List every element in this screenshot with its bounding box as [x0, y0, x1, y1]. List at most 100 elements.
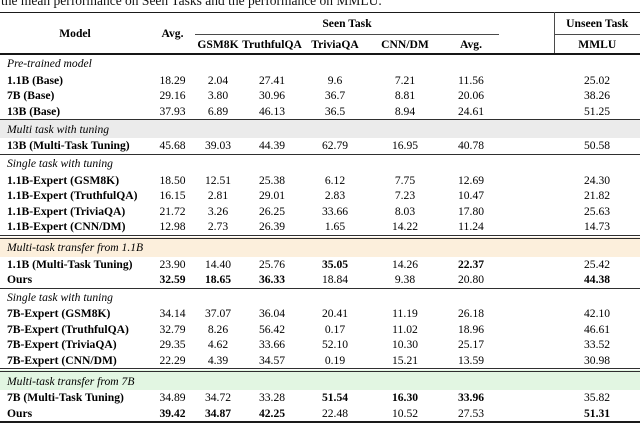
value-cell: 34.72 [204, 391, 232, 405]
col-header-truthfulqa: TruthfulQA [242, 37, 302, 51]
section-label: Multi task with tuning [7, 122, 110, 136]
value-cell: 22.48 [321, 406, 349, 420]
value-cell: 40.78 [457, 139, 485, 153]
value-cell: 36.5 [324, 104, 346, 118]
table-row: 1.1B (Base) 18.29 2.04 27.41 9.6 7.21 11.56 25.… [0, 73, 640, 89]
value-cell: 15.21 [391, 353, 419, 367]
table-row: Ours 32.59 18.65 36.33 18.84 9.38 20.80 44.38 [0, 272, 640, 288]
value-cell: 52.10 [321, 338, 349, 352]
spacer-cell [499, 390, 554, 406]
value-cell: 33.96 [457, 391, 485, 405]
value-cell: 20.06 [457, 89, 485, 103]
model-cell: 7B-Expert (CNN/DM) [7, 353, 117, 367]
value-cell: 51.25 [583, 104, 611, 118]
col-group-seen-task: Seen Task [195, 12, 500, 35]
value-cell: 4.62 [207, 338, 229, 352]
section-label: Multi-task transfer from 7B [7, 374, 135, 388]
value-cell: 39.42 [159, 406, 186, 420]
caption-text: the mean performance on Seen Tasks and t… [1, 0, 382, 8]
value-cell: 16.30 [391, 391, 419, 405]
value-cell: 2.73 [207, 220, 229, 234]
spacer-cell [499, 88, 554, 104]
value-cell: 3.80 [207, 89, 229, 103]
header-spacer-cell [499, 13, 554, 55]
col-group-unseen-task: Unseen Task [553, 12, 640, 35]
value-cell: 18.96 [457, 322, 485, 336]
table-row: 7B-Expert (TruthfulQA) 32.79 8.26 56.42 0.17… [0, 322, 640, 338]
col-header-seen-avg: Avg. [460, 37, 483, 51]
value-cell: 11.19 [392, 307, 418, 321]
model-cell: 7B (Multi-Task Tuning) [7, 391, 124, 405]
value-cell: 25.38 [258, 173, 286, 187]
spacer-cell [499, 322, 554, 338]
model-cell: 7B-Expert (TruthfulQA) [7, 322, 129, 336]
table-row: 7B-Expert (CNN/DM) 22.29 4.39 34.57 0.19 15.2… [0, 353, 640, 371]
value-cell: 2.81 [207, 189, 229, 203]
value-cell: 33.28 [258, 391, 286, 405]
value-cell: 35.05 [321, 257, 349, 271]
table-row: 13B (Multi-Task Tuning) 45.68 39.03 44.39 62… [0, 138, 640, 154]
value-cell: 10.52 [391, 406, 419, 420]
spacer-cell [499, 306, 554, 322]
value-cell: 2.04 [207, 73, 229, 87]
value-cell: 11.56 [458, 73, 484, 87]
value-cell: 7.75 [394, 173, 416, 187]
value-cell: 33.52 [583, 338, 611, 352]
value-cell: 8.81 [394, 89, 416, 103]
section-label: Multi-task transfer from 1.1B [7, 240, 144, 254]
spacer-cell [499, 219, 554, 237]
value-cell: 32.79 [159, 322, 186, 336]
col-header-avg: Avg. [161, 26, 184, 40]
value-cell: 62.79 [321, 139, 349, 153]
table-row: 13B (Base) 37.93 6.89 46.13 36.5 8.94 24.61 51.… [0, 104, 640, 120]
value-cell: 25.42 [583, 257, 611, 271]
table-row: 1.1B-Expert (CNN/DM) 12.98 2.73 26.39 1.65 14… [0, 219, 640, 237]
model-cell: 13B (Base) [7, 104, 61, 118]
value-cell: 6.12 [324, 173, 346, 187]
table-row: 7B-Expert (TriviaQA) 29.35 4.62 33.66 52.10 1… [0, 337, 640, 353]
value-cell: 39.03 [204, 139, 232, 153]
value-cell: 0.17 [324, 322, 346, 336]
value-cell: 2.83 [324, 189, 346, 203]
value-cell: 24.30 [583, 173, 611, 187]
value-cell: 26.18 [457, 307, 485, 321]
section-label: Single task with tuning [7, 156, 113, 170]
value-cell: 34.89 [159, 391, 186, 405]
value-cell: 3.26 [207, 204, 229, 218]
value-cell: 4.39 [207, 353, 229, 367]
value-cell: 30.96 [258, 89, 286, 103]
value-cell: 51.31 [583, 406, 611, 420]
value-cell: 32.59 [159, 273, 186, 286]
spacer-cell [499, 353, 554, 371]
value-cell: 44.38 [583, 273, 611, 286]
value-cell: 50.58 [583, 139, 611, 153]
section-header-row: Pre-trained model [0, 54, 640, 73]
value-cell: 23.90 [159, 257, 186, 271]
value-cell: 27.41 [258, 73, 286, 87]
model-cell: 7B (Base) [7, 89, 55, 103]
value-cell: 37.93 [159, 104, 186, 118]
value-cell: 14.73 [583, 220, 611, 234]
value-cell: 56.42 [258, 322, 286, 336]
value-cell: 42.25 [258, 406, 286, 420]
col-header-gsm8k: GSM8K [197, 37, 239, 51]
value-cell: 10.30 [391, 338, 419, 352]
value-cell: 8.03 [394, 204, 416, 218]
value-cell: 18.84 [321, 273, 349, 286]
value-cell: 1.65 [324, 220, 346, 234]
value-cell: 12.51 [204, 173, 232, 187]
table-row: 1.1B-Expert (TruthfulQA) 16.15 2.81 29.01 2.… [0, 188, 640, 204]
value-cell: 18.29 [159, 73, 186, 87]
model-cell: 1.1B-Expert (CNN/DM) [7, 220, 126, 234]
model-cell: 1.1B-Expert (TriviaQA) [7, 204, 126, 218]
value-cell: 14.40 [204, 257, 232, 271]
section-header-row: Multi-task transfer from 1.1B [0, 236, 640, 257]
table-header: Model Avg. Seen Task Unseen Task GSM8K T… [0, 12, 640, 55]
value-cell: 17.80 [457, 204, 485, 218]
value-cell: 0.19 [324, 353, 346, 367]
value-cell: 9.6 [327, 73, 343, 87]
value-cell: 29.35 [159, 338, 186, 352]
caption-fragment: the mean performance on Seen Tasks and t… [0, 0, 640, 8]
model-cell: 1.1B (Multi-Task Tuning) [7, 257, 133, 271]
value-cell: 46.13 [258, 104, 286, 118]
